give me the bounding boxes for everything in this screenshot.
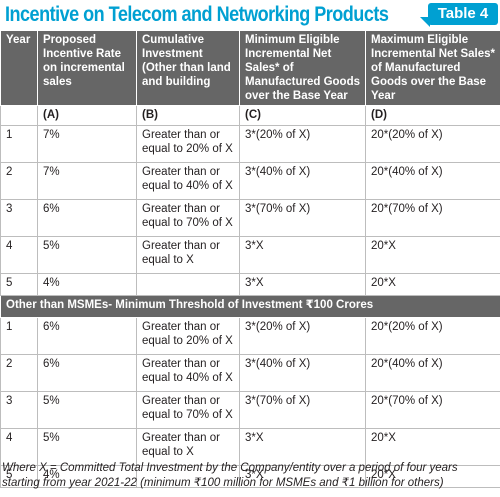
min-sales-cell: 3*(20% of X)	[239, 317, 366, 355]
max-sales-cell: 20*(20% of X)	[365, 125, 500, 163]
min-sales-cell: 3*(40% of X)	[239, 354, 366, 392]
table-row: 4 5% Greater than or equal to X 3*X 20*X	[0, 428, 500, 466]
footnote: Where X = Committed Total Investment by …	[2, 462, 458, 489]
year-cell: 3	[0, 391, 38, 429]
max-sales-cell: 20*X	[365, 428, 500, 466]
max-sales-cell: 20*X	[365, 465, 500, 488]
investment-cell: Greater than or equal to X	[136, 428, 240, 466]
table-row: 2 6% Greater than or equal to 40% of X 3…	[0, 354, 500, 392]
letter-cell: (C)	[239, 105, 366, 126]
rate-cell: 6%	[37, 317, 137, 355]
letter-cell	[0, 105, 38, 126]
max-sales-cell: 20*(40% of X)	[365, 162, 500, 200]
rate-cell: 4%	[37, 465, 137, 488]
rate-cell: 6%	[37, 199, 137, 237]
investment-cell: Greater than or equal to 20% of X	[136, 125, 240, 163]
rate-cell: 5%	[37, 428, 137, 466]
letter-cell: (D)	[365, 105, 500, 126]
rate-cell: 6%	[37, 354, 137, 392]
year-cell: 2	[0, 162, 38, 200]
investment-cell: Greater than or equal to 70% of X	[136, 391, 240, 429]
table-row: 3 5% Greater than or equal to 70% of X 3…	[0, 391, 500, 429]
max-sales-cell: 20*X	[365, 273, 500, 296]
page-title: Incentive on Telecom and Networking Prod…	[5, 3, 389, 26]
year-cell: 2	[0, 354, 38, 392]
max-sales-cell: 20*(70% of X)	[365, 391, 500, 429]
table-row: 1 7% Greater than or equal to 20% of X 3…	[0, 125, 500, 163]
investment-cell: Greater than or equal to X	[136, 236, 240, 274]
min-sales-cell: 3*X	[239, 236, 366, 274]
investment-cell	[136, 273, 240, 296]
rate-cell: 7%	[37, 125, 137, 163]
max-sales-cell: 20*(40% of X)	[365, 354, 500, 392]
investment-cell: Greater than or equal to 40% of X	[136, 354, 240, 392]
year-cell: 3	[0, 199, 38, 237]
rate-cell: 5%	[37, 391, 137, 429]
min-sales-cell: 3*X	[239, 273, 366, 296]
incentive-table: Year Proposed Incentive Rate on incremen…	[0, 30, 500, 488]
investment-cell: Greater than or equal to 70% of X	[136, 199, 240, 237]
table-row: 1 6% Greater than or equal to 20% of X 3…	[0, 317, 500, 355]
table-row: 2 7% Greater than or equal to 40% of X 3…	[0, 162, 500, 200]
section-label: Other than MSMEs- Minimum Threshold of I…	[0, 295, 500, 318]
header-investment: Cumulative Investment (Other than land a…	[136, 30, 240, 106]
min-sales-cell: 3*X	[239, 465, 366, 488]
investment-cell: Greater than or equal to 40% of X	[136, 162, 240, 200]
year-cell: 1	[0, 317, 38, 355]
letter-cell: (B)	[136, 105, 240, 126]
table-number-badge: Table 4	[420, 3, 498, 27]
header-rate: Proposed Incentive Rate on incremental s…	[37, 30, 137, 106]
rate-cell: 5%	[37, 236, 137, 274]
header-min-sales: Minimum Eligible Incremental Net Sales* …	[239, 30, 366, 106]
table-row: 3 6% Greater than or equal to 70% of X 3…	[0, 199, 500, 237]
year-cell: 4	[0, 428, 38, 466]
year-cell: 1	[0, 125, 38, 163]
max-sales-cell: 20*X	[365, 236, 500, 274]
min-sales-cell: 3*(70% of X)	[239, 391, 366, 429]
header-row: Year Proposed Incentive Rate on incremen…	[0, 30, 500, 106]
max-sales-cell: 20*(20% of X)	[365, 317, 500, 355]
year-cell: 5	[0, 273, 38, 296]
max-sales-cell: 20*(70% of X)	[365, 199, 500, 237]
table-row: 5 4% 3*X 20*X	[0, 273, 500, 296]
year-cell: 5	[0, 465, 38, 488]
rate-cell: 4%	[37, 273, 137, 296]
year-cell: 4	[0, 236, 38, 274]
letter-cell: (A)	[37, 105, 137, 126]
min-sales-cell: 3*(40% of X)	[239, 162, 366, 200]
column-letter-row: (A) (B) (C) (D)	[0, 105, 500, 126]
rate-cell: 7%	[37, 162, 137, 200]
table-row: 5 4% 3*X 20*X	[0, 465, 500, 488]
investment-cell: Greater than or equal to 20% of X	[136, 317, 240, 355]
section-header-row: Other than MSMEs- Minimum Threshold of I…	[0, 295, 500, 318]
min-sales-cell: 3*(20% of X)	[239, 125, 366, 163]
header-max-sales: Maximum Eligible Incremental Net Sales* …	[365, 30, 500, 106]
title-bar: Incentive on Telecom and Networking Prod…	[0, 0, 500, 30]
header-year: Year	[0, 30, 38, 106]
min-sales-cell: 3*X	[239, 428, 366, 466]
table-row: 4 5% Greater than or equal to X 3*X 20*X	[0, 236, 500, 274]
min-sales-cell: 3*(70% of X)	[239, 199, 366, 237]
